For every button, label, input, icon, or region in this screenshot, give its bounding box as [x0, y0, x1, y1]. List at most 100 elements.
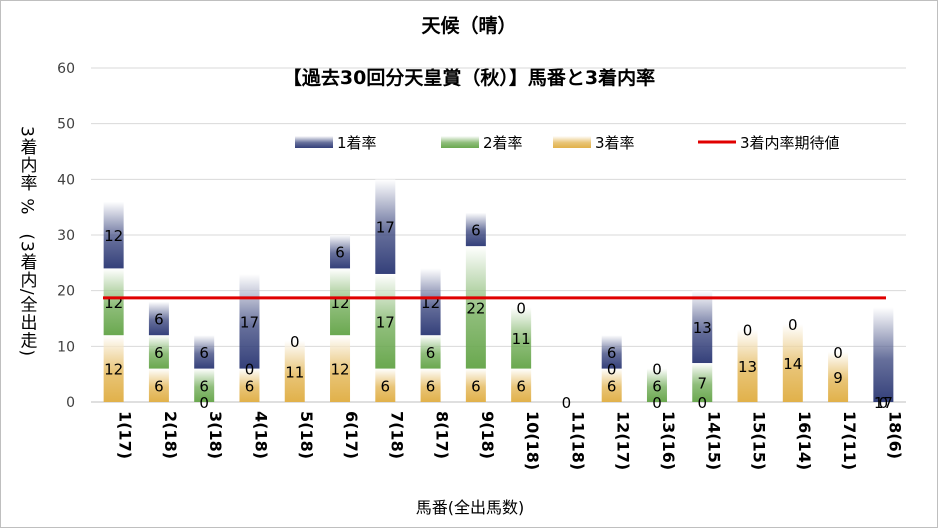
- data-label: 0: [516, 299, 526, 317]
- data-label: 17: [376, 313, 395, 331]
- bar-segment: [194, 368, 215, 402]
- bar-segment: [873, 307, 894, 402]
- bar-segment: [646, 368, 667, 402]
- data-label: 0: [879, 394, 889, 412]
- data-label: 17: [240, 313, 259, 331]
- data-label: 0: [607, 361, 617, 379]
- bar-segment: [692, 290, 713, 364]
- data-label: 6: [335, 244, 345, 262]
- x-tick-label: 6(17): [342, 411, 361, 459]
- bar-segment: [420, 268, 441, 336]
- bar-segment: [103, 201, 124, 269]
- data-label: 13: [738, 358, 757, 376]
- bar-segment: [511, 307, 532, 369]
- bar-segment: [194, 335, 215, 369]
- data-label: 0: [743, 322, 753, 340]
- x-tick-label: 17(11): [840, 411, 859, 470]
- data-label: 0: [290, 333, 300, 351]
- bar-segment: [601, 368, 622, 402]
- legend-label: 3着内率期待値: [740, 134, 840, 152]
- bar-segment: [148, 301, 169, 336]
- bar-segment: [692, 363, 713, 402]
- y-tick-label: 50: [57, 117, 75, 133]
- x-tick-label: 3(18): [206, 411, 225, 459]
- x-tick-label: 15(15): [750, 411, 769, 470]
- bar-segment: [737, 329, 758, 402]
- data-label: 17: [874, 394, 893, 412]
- x-tick-label: 9(18): [478, 411, 497, 459]
- legend-label: 3着率: [595, 134, 635, 152]
- data-label: 6: [607, 344, 617, 362]
- x-tick-label: 1(17): [116, 411, 135, 459]
- data-label: 6: [426, 344, 436, 362]
- legend-label: 1着率: [337, 134, 377, 152]
- legend-label: 2着率: [483, 134, 523, 152]
- data-label: 14: [783, 355, 802, 373]
- bar-segment: [465, 212, 486, 247]
- x-axis-label: 馬番(全出馬数): [415, 498, 525, 517]
- bar-segment: [330, 235, 351, 269]
- legend-swatch: [441, 136, 479, 148]
- x-tick-label: 16(14): [795, 411, 814, 470]
- bar-segment: [284, 340, 305, 402]
- data-label: 17: [376, 219, 395, 237]
- y-tick-label: 10: [57, 339, 75, 355]
- data-label: 6: [381, 377, 391, 395]
- data-label: 0: [652, 361, 662, 379]
- data-label: 0: [788, 316, 798, 334]
- data-label: 12: [330, 361, 349, 379]
- bar-segment: [511, 368, 532, 402]
- bar-segment: [828, 351, 849, 402]
- x-tick-label: 8(17): [433, 411, 452, 459]
- y-tick-label: 20: [57, 284, 75, 300]
- x-tick-label: 18(6): [885, 411, 904, 459]
- bar-segment: [465, 368, 486, 402]
- x-tick-label: 7(18): [387, 411, 406, 459]
- data-label: 9: [833, 369, 843, 387]
- data-label: 6: [199, 344, 209, 362]
- bar-segment: [103, 268, 124, 336]
- chart-title: 天候（晴）: [421, 15, 517, 37]
- data-label: 0: [562, 394, 572, 412]
- data-label: 6: [199, 377, 209, 395]
- data-label: 6: [471, 377, 481, 395]
- data-label: 0: [697, 394, 707, 412]
- x-tick-label: 12(17): [614, 411, 633, 470]
- data-label: 0: [245, 361, 255, 379]
- bar-segment: [375, 368, 396, 402]
- data-label: 6: [471, 221, 481, 239]
- data-label: 0: [652, 394, 662, 412]
- data-label: 12: [104, 227, 123, 245]
- data-label: 6: [426, 377, 436, 395]
- data-label: 11: [512, 330, 531, 348]
- y-tick-label: 30: [57, 228, 75, 244]
- y-axis-label: 3着内率 % (3着内/全出走): [16, 126, 37, 358]
- bar-segment: [420, 368, 441, 402]
- bar-segment: [239, 368, 260, 402]
- bar-segment: [420, 335, 441, 369]
- bar-segment: [330, 268, 351, 336]
- y-tick-label: 0: [66, 395, 75, 411]
- bar-segment: [148, 368, 169, 402]
- x-tick-label: 10(18): [523, 411, 542, 470]
- data-label: 6: [245, 377, 255, 395]
- data-label: 22: [466, 299, 485, 317]
- y-tick-label: 60: [57, 61, 75, 77]
- bar-segment: [330, 335, 351, 402]
- x-tick-label: 2(18): [161, 411, 180, 459]
- data-label: 6: [516, 377, 526, 395]
- data-label: 11: [285, 363, 304, 381]
- bar-segment: [601, 335, 622, 369]
- bar-segment: [375, 179, 396, 274]
- legend-swatch: [295, 136, 333, 148]
- data-label: 6: [154, 377, 164, 395]
- data-label: 6: [652, 377, 662, 395]
- x-tick-label: 14(15): [704, 411, 723, 470]
- data-label: 0: [199, 394, 209, 412]
- x-tick-label: 5(18): [297, 411, 316, 459]
- x-tick-label: 13(16): [659, 411, 678, 470]
- legend-swatch: [553, 136, 591, 148]
- bar-segment: [148, 335, 169, 369]
- bar-segment: [465, 246, 486, 369]
